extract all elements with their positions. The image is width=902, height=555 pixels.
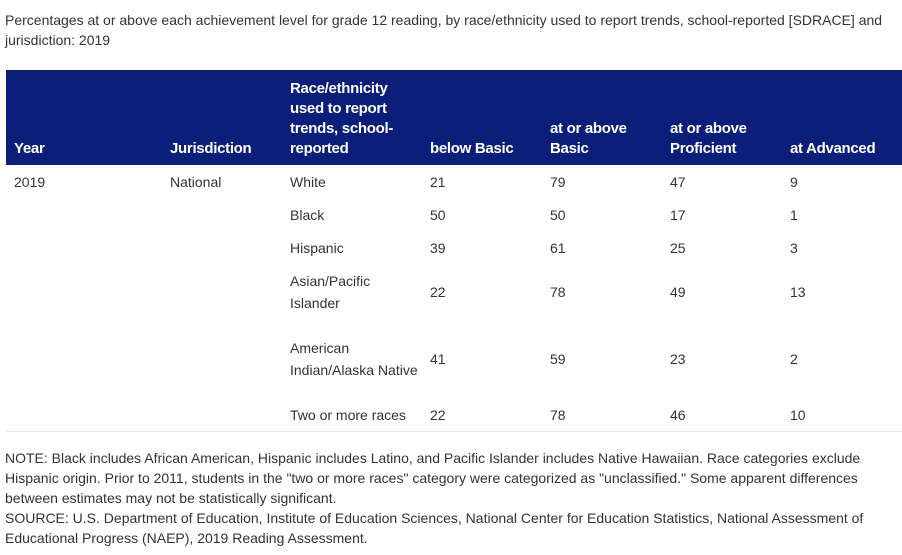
cell-race: Hispanic [290, 239, 344, 256]
cell-at-or-above-basic: 78 [550, 284, 566, 300]
cell-at-or-above-proficient: 25 [670, 239, 686, 256]
cell-at-or-above-basic: 61 [550, 239, 566, 256]
cell-at-or-above-proficient: 17 [670, 206, 686, 223]
table-row: Two or more races 22 78 46 10 [6, 398, 902, 432]
cell-year-empty [6, 398, 162, 432]
cell-year: 2019 [14, 173, 46, 190]
cell-below-basic: 50 [430, 206, 446, 223]
cell-at-or-above-basic: 50 [550, 206, 566, 223]
cell-at-or-above-basic: 59 [550, 351, 566, 367]
cell-race: Two or more races [282, 398, 422, 432]
data-table: Year Jurisdiction Race/ethnicity used to… [6, 70, 902, 432]
table-header-row: Year Jurisdiction Race/ethnicity used to… [6, 70, 902, 165]
cell-at-advanced: 2 [790, 351, 798, 367]
header-at-or-above-basic: at or above Basic [550, 120, 627, 157]
cell-at-or-above-proficient: 49 [670, 284, 686, 300]
cell-year-empty [6, 198, 162, 231]
table-row: Black 50 50 17 1 [6, 198, 902, 231]
header-jurisdiction: Jurisdiction [170, 140, 252, 157]
cell-below-basic: 22 [422, 398, 542, 432]
header-at-or-above-proficient: at or above Proficient [670, 120, 747, 157]
cell-below-basic: 39 [430, 239, 446, 256]
cell-at-or-above-proficient: 47 [670, 173, 686, 190]
cell-at-advanced: 10 [782, 398, 902, 432]
cell-jurisdiction-empty [162, 398, 282, 432]
cell-below-basic: 41 [430, 351, 446, 367]
header-at-advanced: at Advanced [790, 140, 876, 157]
cell-jurisdiction-empty [162, 320, 282, 398]
cell-below-basic: 22 [430, 284, 446, 300]
table-caption: Percentages at or above each achievement… [5, 12, 883, 48]
cell-race: Black [290, 206, 325, 223]
cell-below-basic: 21 [430, 173, 446, 190]
header-race-ethnicity: Race/ethnicity used to report trends, sc… [290, 80, 394, 157]
cell-at-advanced: 9 [790, 173, 798, 190]
cell-jurisdiction: National [170, 173, 222, 190]
table-row: American Indian/Alaska Native 41 59 23 2 [6, 320, 902, 398]
cell-at-advanced: 13 [790, 284, 806, 300]
cell-race: Asian/Pacific Islander [290, 273, 371, 311]
cell-year-empty [6, 320, 162, 398]
cell-at-or-above-basic: 79 [550, 173, 566, 190]
table-row: Hispanic 39 61 25 3 [6, 231, 902, 264]
cell-year-empty [6, 264, 162, 320]
cell-at-or-above-proficient: 23 [670, 351, 686, 367]
cell-at-or-above-proficient: 46 [662, 398, 782, 432]
note-text: NOTE: Black includes African American, H… [5, 450, 861, 506]
header-year: Year [14, 140, 45, 157]
cell-race: White [290, 173, 326, 190]
table-row: Asian/Pacific Islander 22 78 49 13 [6, 264, 902, 320]
cell-at-or-above-basic: 78 [542, 398, 662, 432]
cell-jurisdiction-empty [162, 231, 282, 264]
source-text: SOURCE: U.S. Department of Education, In… [5, 510, 864, 546]
table-row: 2019 National White 21 79 47 9 [6, 165, 902, 198]
cell-at-advanced: 3 [790, 239, 798, 256]
cell-jurisdiction-empty [162, 264, 282, 320]
table-notes: NOTE: Black includes African American, H… [5, 448, 897, 548]
cell-race: American Indian/Alaska Native [290, 340, 418, 378]
cell-at-advanced: 1 [790, 206, 798, 223]
header-below-basic: below Basic [430, 140, 514, 157]
cell-jurisdiction-empty [162, 198, 282, 231]
cell-year-empty [6, 231, 162, 264]
